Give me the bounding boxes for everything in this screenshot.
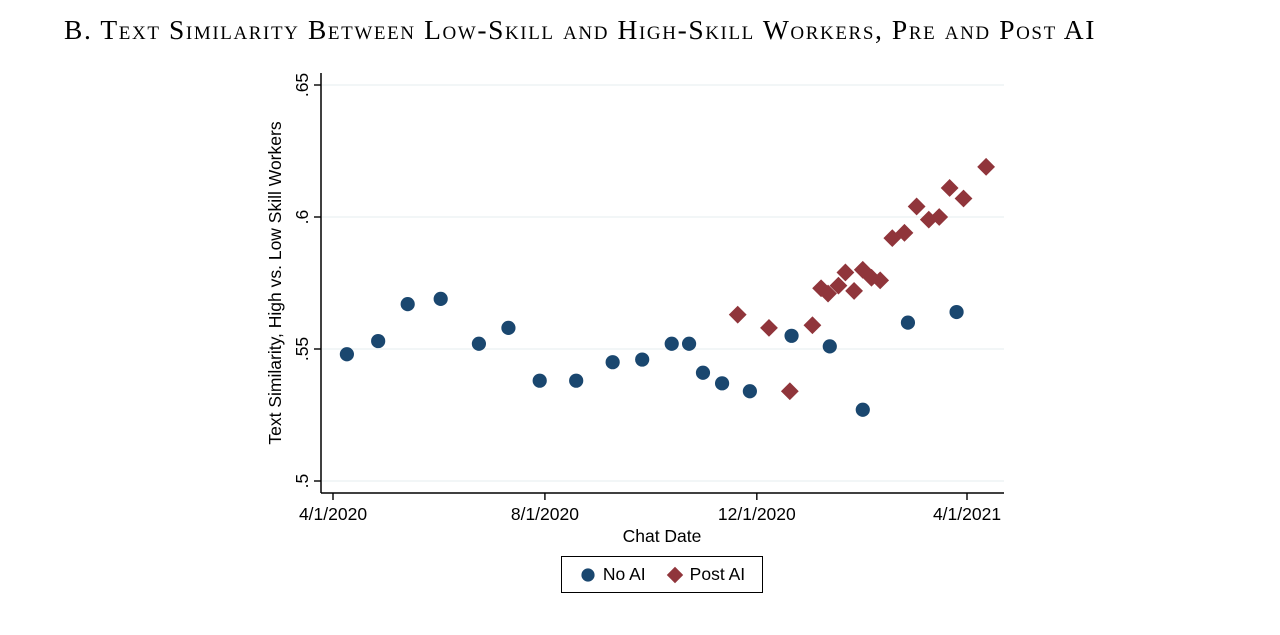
data-point-post-ai <box>845 282 864 300</box>
legend-item-post-ai: Post AI <box>666 564 745 585</box>
data-point-post-ai <box>940 179 959 197</box>
data-point-post-ai <box>836 263 855 282</box>
y-tick-label: .55 <box>292 337 312 361</box>
data-point-no-ai <box>822 339 837 354</box>
data-point-post-ai <box>871 271 890 290</box>
data-point-no-ai <box>784 328 799 343</box>
data-point-no-ai <box>433 291 448 306</box>
x-axis-title: Chat Date <box>622 526 702 546</box>
legend-item-no-ai: No AI <box>579 564 646 585</box>
y-tick-label: .6 <box>292 210 312 225</box>
data-point-post-ai <box>895 223 914 242</box>
data-point-post-ai <box>907 197 926 216</box>
y-tick-label: .5 <box>292 474 312 489</box>
tick-label-layer: .5 .55 .6 .65 4/1/2020 8/1/2020 12/1/2020 4/1/2… <box>292 73 1001 524</box>
point-layer <box>339 157 996 417</box>
data-point-no-ai <box>681 336 697 351</box>
data-point-post-ai <box>829 276 848 295</box>
data-point-post-ai <box>780 382 799 401</box>
legend-label-no-ai: No AI <box>602 564 646 584</box>
grid-layer <box>322 84 1004 482</box>
x-tick-label: 4/1/2021 <box>933 504 1001 524</box>
chart-title: B. Text Similarity Between Low-Skill and… <box>64 14 1096 45</box>
data-point-post-ai <box>977 157 996 176</box>
data-point-post-ai <box>803 316 822 335</box>
data-point-post-ai <box>930 208 949 226</box>
data-point-post-ai <box>728 305 747 324</box>
data-point-no-ai <box>605 355 620 370</box>
data-point-no-ai <box>714 376 730 391</box>
data-point-no-ai <box>900 315 916 330</box>
data-point-post-ai <box>883 229 902 248</box>
data-point-no-ai <box>949 304 964 320</box>
data-point-no-ai <box>742 384 757 399</box>
data-point-no-ai <box>635 352 650 367</box>
x-tick-label: 12/1/2020 <box>718 504 796 524</box>
data-point-post-ai <box>760 318 778 337</box>
y-axis-title: Text Similarity, High vs. Low Skill Work… <box>265 121 285 445</box>
data-point-no-ai <box>695 365 711 380</box>
data-point-no-ai <box>471 336 487 351</box>
data-point-no-ai <box>532 373 547 388</box>
y-tick-label: .65 <box>292 73 312 97</box>
diamond-marker-icon <box>666 566 683 583</box>
data-point-no-ai <box>339 347 354 362</box>
data-point-post-ai <box>853 260 872 279</box>
circle-marker-icon <box>581 567 595 582</box>
x-tick-label: 4/1/2020 <box>299 504 367 524</box>
data-point-no-ai <box>855 402 870 417</box>
legend-label-post-ai: Post AI <box>689 564 746 584</box>
x-tick-label: 8/1/2020 <box>511 504 579 524</box>
data-point-no-ai <box>569 373 584 388</box>
data-point-no-ai <box>371 333 386 349</box>
legend: No AI Post AI <box>561 556 763 593</box>
axis-layer <box>314 73 1004 500</box>
data-point-no-ai <box>501 320 516 335</box>
data-point-post-ai <box>819 284 837 303</box>
data-point-no-ai <box>400 297 415 312</box>
data-point-post-ai <box>954 189 973 208</box>
data-point-no-ai <box>664 336 679 351</box>
